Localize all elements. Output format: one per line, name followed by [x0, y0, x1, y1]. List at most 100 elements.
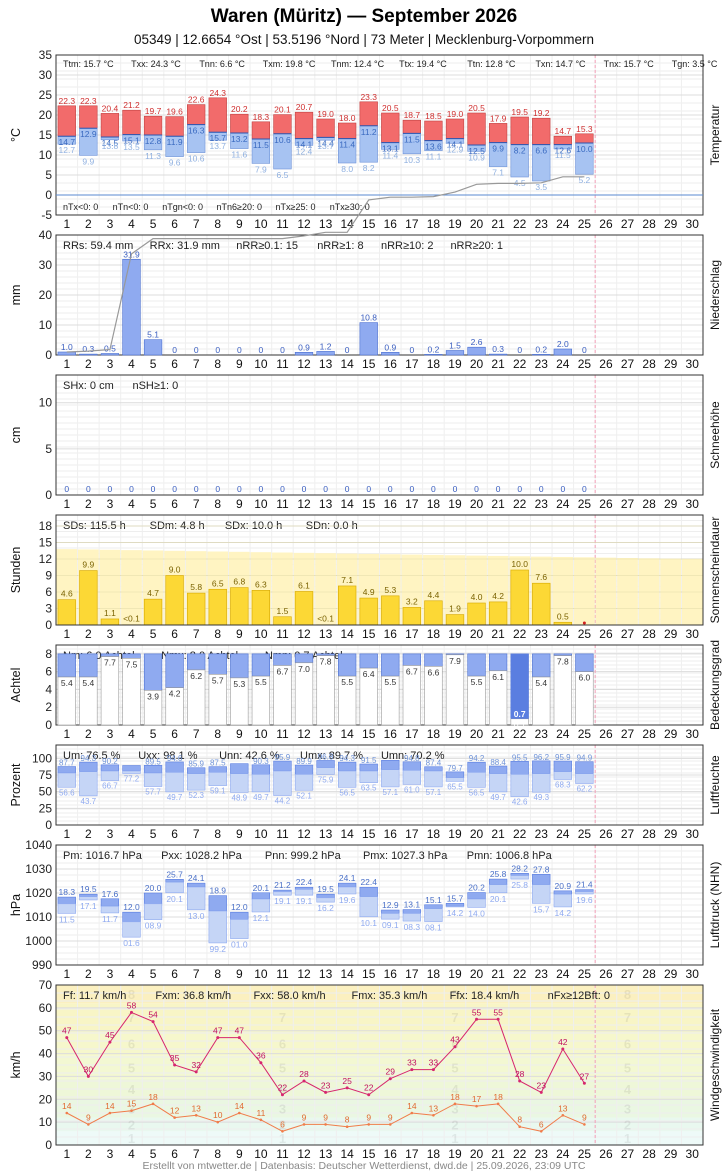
cloud-clear-bar [445, 654, 465, 726]
tmean-label: 10.6 [274, 135, 291, 145]
cumulative-precip-line [66, 176, 585, 353]
y-tick-label: 10 [39, 396, 53, 410]
pressure-max-label: 22.4 [360, 877, 377, 887]
sun-bar [294, 591, 314, 626]
humidity-min-label: 56.5 [469, 788, 485, 797]
pressure-lower-bar [316, 897, 335, 903]
precip-bar [467, 346, 486, 356]
gust-label: 28 [515, 1069, 525, 1079]
cloud-clear-bar [338, 675, 357, 726]
gust-label: 22 [278, 1083, 288, 1093]
beaufort-label: 3 [451, 1101, 458, 1116]
x-tick-label: 24 [556, 217, 570, 231]
pressure-min-label: 14.2 [555, 908, 572, 918]
cloud-label: 0.7 [514, 720, 526, 730]
x-tick-label: 25 [578, 357, 592, 371]
x-tick-label: 9 [236, 727, 243, 741]
mean-wind-point [302, 1123, 306, 1126]
x-tick-label: 16 [384, 357, 398, 371]
stat-item: Fmx: 35.3 km/h [352, 990, 428, 1002]
x-tick-label: 15 [362, 217, 376, 231]
mean-wind-point [432, 1113, 435, 1117]
cloud-bar [100, 653, 120, 657]
x-tick-label: 4 [128, 217, 135, 231]
humidity-max-label: 96.2 [533, 753, 549, 762]
x-tick-label: 5 [150, 357, 157, 371]
tmax-bar [338, 122, 357, 139]
panel-frame [55, 844, 704, 966]
x-tick-label: 12 [297, 967, 311, 981]
humidity-max-label: 89.5 [145, 757, 161, 766]
x-tick-label: 21 [491, 827, 505, 841]
pressure-min-label: 25.8 [511, 880, 528, 890]
y-tick-label: 12 [39, 552, 53, 566]
mean-wind-point [388, 1123, 392, 1126]
x-tick-label: 18 [427, 1147, 441, 1161]
pressure-max-label: 12.0 [123, 902, 140, 912]
tmin-label: 11.4 [382, 150, 398, 160]
tmean-label: 12.8 [145, 136, 162, 146]
cloud-clear-bar [424, 666, 443, 726]
y-tick-label: 1040 [25, 838, 52, 852]
x-tick-label: 28 [642, 217, 656, 231]
x-tick-label: 18 [427, 497, 441, 511]
x-tick-label: 21 [491, 967, 505, 981]
gust-point [194, 1070, 198, 1074]
x-tick-label: 3 [107, 497, 114, 511]
x-tick-label: 14 [340, 727, 354, 741]
pressure-upper-bar [381, 909, 400, 914]
x-tick-label: 16 [384, 627, 398, 641]
humidity-max-label: 94.2 [469, 754, 485, 763]
pressure-upper-bar [510, 873, 529, 876]
x-tick-label: 21 [491, 627, 505, 641]
tmax-bar [79, 105, 98, 129]
tmin-label: 12.9 [447, 144, 464, 154]
x-tick-label: 6 [171, 967, 178, 981]
gust-point [173, 1063, 177, 1067]
humidity-upper-bar [143, 765, 163, 774]
gust-point [280, 1093, 284, 1097]
precip-label: 0 [345, 345, 350, 355]
pressure-max-label: 25.8 [490, 869, 507, 879]
pressure-max-label: 13.1 [404, 900, 421, 910]
mean-wind-point [496, 1102, 500, 1106]
precip-label: 5.1 [147, 330, 159, 340]
pressure-upper-bar [294, 886, 314, 890]
y-tick-label: 25 [39, 88, 53, 102]
stat-item: Fxx: 58.0 km/h [253, 990, 325, 1002]
mean-wind-label: 18 [450, 1092, 460, 1102]
humidity-min-label: 48.9 [232, 793, 248, 802]
tmax-label: 23.3 [360, 92, 377, 102]
precip-bar [381, 351, 400, 356]
pressure-max-label: 12.9 [382, 900, 399, 910]
x-tick-label: 7 [193, 627, 200, 641]
humidity-max-label: 91.5 [361, 756, 377, 765]
y-tick-label: 70 [39, 978, 53, 992]
humidity-upper-bar [251, 764, 271, 775]
pressure-max-label: 19.5 [317, 884, 334, 894]
humidity-upper-bar [230, 763, 249, 774]
beaufort-label: 4 [624, 1082, 632, 1097]
sun-max-bar [315, 553, 336, 625]
panel-side-label: Temperatur [708, 105, 722, 166]
beaufort-label: 2 [279, 1117, 286, 1132]
panel-frame [55, 54, 704, 216]
x-tick-label: 20 [470, 1147, 484, 1161]
pressure-lower-bar [273, 891, 292, 896]
x-tick-label: 19 [448, 967, 462, 981]
precip-bar [143, 339, 163, 356]
stat-item: Fxm: 36.8 km/h [155, 990, 231, 1002]
x-tick-label: 4 [128, 627, 135, 641]
x-tick-label: 24 [556, 627, 570, 641]
pressure-upper-bar [100, 898, 120, 907]
pressure-min-label: 19.6 [339, 895, 356, 905]
cloud-bar [251, 653, 271, 677]
gust-label: 29 [386, 1067, 396, 1077]
x-tick-label: 8 [214, 827, 221, 841]
sun-bar [230, 587, 249, 626]
cloud-bar [488, 653, 508, 672]
tmax-bar [467, 112, 486, 146]
beaufort-label: 7 [624, 1010, 631, 1025]
gust-point [367, 1093, 371, 1097]
